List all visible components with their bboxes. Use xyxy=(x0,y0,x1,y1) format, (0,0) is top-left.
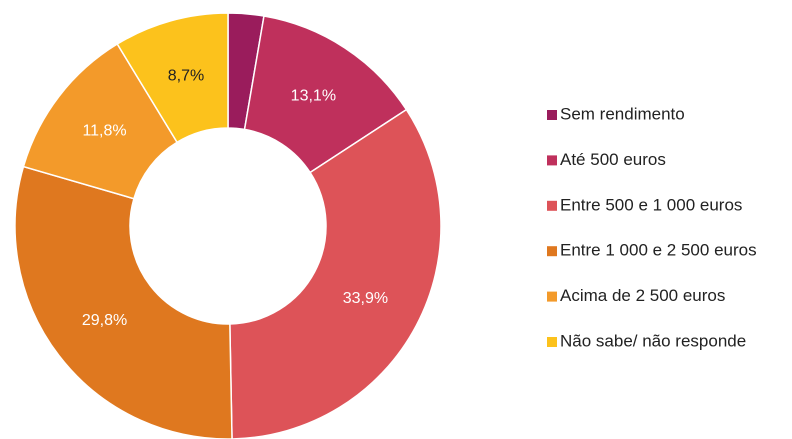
donut-slice xyxy=(229,108,442,439)
data-label: 13,1% xyxy=(291,87,336,104)
donut-slice xyxy=(14,165,233,439)
legend-swatch xyxy=(547,155,557,166)
legend-label: Até 500 euros xyxy=(560,150,666,169)
data-label: 11,8% xyxy=(82,123,126,140)
data-label: 8,7% xyxy=(168,67,204,84)
donut-slice xyxy=(243,15,408,174)
legend-swatch xyxy=(547,110,557,120)
legend-swatch xyxy=(547,337,557,347)
legend-label: Acima de 2 500 euros xyxy=(560,286,725,305)
legend-swatch xyxy=(547,291,557,302)
legend-swatch xyxy=(547,200,557,211)
legend-label: Não sabe/ não responde xyxy=(560,331,746,350)
legend-label: Sem rendimento xyxy=(560,104,685,123)
data-label: 29,8% xyxy=(82,312,127,329)
data-label: 33,9% xyxy=(343,290,388,307)
legend-label: Entre 1 000 e 2 500 euros xyxy=(560,241,757,260)
legend-swatch xyxy=(547,246,557,257)
legend-label: Entre 500 e 1 000 euros xyxy=(560,195,742,214)
donut-slice xyxy=(116,12,229,144)
